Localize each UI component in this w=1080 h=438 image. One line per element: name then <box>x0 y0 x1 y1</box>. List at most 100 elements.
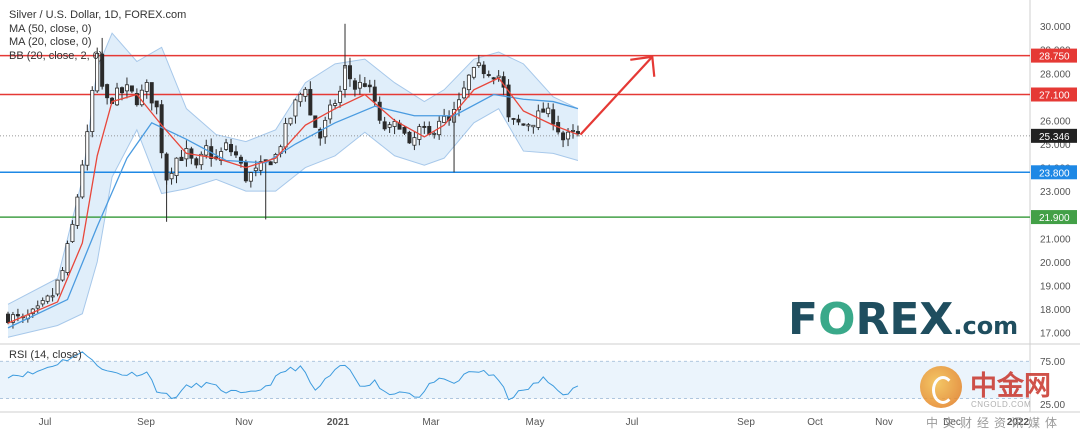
candle-body <box>546 107 551 115</box>
candle-body <box>15 314 20 317</box>
cngold-main: 中金网 <box>970 371 1051 402</box>
legend-ma20: MA (20, close, 0) <box>9 36 92 48</box>
candle-body <box>570 130 575 132</box>
logo-com: .com <box>953 312 1019 340</box>
candle-body <box>149 82 154 104</box>
level-label-bg-1 <box>1031 87 1077 102</box>
x-tick-label-5: May <box>526 417 545 428</box>
x-tick-label-10: Dec <box>943 417 961 428</box>
candle-body <box>526 124 531 127</box>
candle-body <box>347 65 352 80</box>
x-tick-label-11: 2022 <box>1007 417 1030 428</box>
chart-legend: Silver / U.S. Dollar, 1D, FOREX.com MA (… <box>9 9 186 63</box>
cngold-sub: 中文财经资讯媒体 <box>926 416 1063 430</box>
candle-body <box>422 125 427 128</box>
candle-body <box>352 80 357 90</box>
cngold-url: CNGOLD.COM <box>971 400 1032 409</box>
candle-body <box>343 65 348 90</box>
cngold-watermark: 中金网 CNGOLD.COM 中文财经资讯媒体 <box>918 362 1068 432</box>
legend-bb: BB (20, close, 2, 0) <box>9 49 103 62</box>
candle-body <box>566 131 571 140</box>
candle-body <box>139 89 144 106</box>
candle-body <box>551 109 556 125</box>
candle-body <box>268 161 273 166</box>
x-tick-label-7: Sep <box>737 417 755 428</box>
y-tick-label-10: 20.000 <box>1040 258 1071 269</box>
x-tick-label-3: 2021 <box>327 417 350 428</box>
current-price-label: 25.346 <box>1039 132 1070 143</box>
candle-body <box>313 115 318 128</box>
candle-body <box>293 99 298 117</box>
x-tick-label-6: Jul <box>626 417 639 428</box>
candle-body <box>461 87 466 99</box>
candle-body <box>377 101 382 121</box>
bb-lower-line <box>7 107 579 338</box>
ma20-line <box>7 77 579 324</box>
level-label-2: 23.800 <box>1039 168 1070 179</box>
candle-body <box>382 121 387 130</box>
ma50-line <box>7 93 579 329</box>
candle-body <box>372 86 377 102</box>
bb-band <box>8 33 578 338</box>
candle-body <box>491 77 496 80</box>
candle-body <box>199 153 204 166</box>
candle-body <box>392 121 397 127</box>
rsi-tick-label-1: 25.00 <box>1040 400 1065 411</box>
candle-body <box>367 84 372 88</box>
candle-body <box>303 88 308 97</box>
candle-body <box>169 172 174 180</box>
y-tick-label-9: 21.000 <box>1040 234 1071 245</box>
candle-body <box>521 123 526 126</box>
candle-body <box>10 314 15 323</box>
candle-body <box>258 161 263 171</box>
candle-body <box>85 131 90 166</box>
candle-body <box>466 74 471 91</box>
candle-body <box>119 87 124 94</box>
candle-body <box>224 142 229 150</box>
candle-body <box>60 270 65 281</box>
level-label-bg-0 <box>1031 48 1077 63</box>
rsi-band <box>0 361 1030 399</box>
candle-body <box>154 100 159 108</box>
candle-body <box>40 300 45 305</box>
x-tick-label-9: Nov <box>875 417 893 428</box>
candle-body <box>134 93 139 106</box>
y-tick-label-11: 19.000 <box>1040 281 1071 292</box>
candle-body <box>229 144 234 153</box>
candle-body <box>248 172 253 182</box>
y-tick-label-7: 23.000 <box>1040 187 1071 198</box>
level-label-3: 21.900 <box>1039 213 1070 224</box>
candle-body <box>506 84 511 118</box>
candle-body <box>164 153 169 181</box>
candle-body <box>55 279 60 295</box>
candle-body <box>362 83 367 87</box>
candle-body <box>6 313 11 323</box>
candle-body <box>531 124 536 128</box>
candle-body <box>35 305 40 309</box>
level-label-bg-2 <box>1031 165 1077 180</box>
candle-body <box>516 118 521 123</box>
candle-body <box>179 156 184 161</box>
y-tick-label-12: 18.000 <box>1040 305 1071 316</box>
candle-body <box>233 151 238 156</box>
candle-body <box>471 66 476 78</box>
candle-body <box>115 87 120 106</box>
candle-body <box>561 132 566 141</box>
candle-body <box>338 90 343 103</box>
projection-arrow-shaft <box>579 56 654 136</box>
candle-body <box>243 161 248 182</box>
candle-body <box>90 90 95 132</box>
legend-rsi: RSI (14, close) <box>9 349 82 361</box>
level-label-0: 28.750 <box>1039 52 1070 63</box>
candle-body <box>45 295 50 302</box>
x-tick-label-8: Oct <box>807 417 823 428</box>
y-tick-label-13: 17.000 <box>1040 329 1071 340</box>
candle-body <box>75 196 80 226</box>
cngold-emblem-icon <box>920 366 962 408</box>
candle-body <box>476 62 481 67</box>
candle-body <box>65 243 70 273</box>
candle-body <box>288 117 293 125</box>
candle-body <box>144 82 149 92</box>
candle-body <box>387 124 392 128</box>
